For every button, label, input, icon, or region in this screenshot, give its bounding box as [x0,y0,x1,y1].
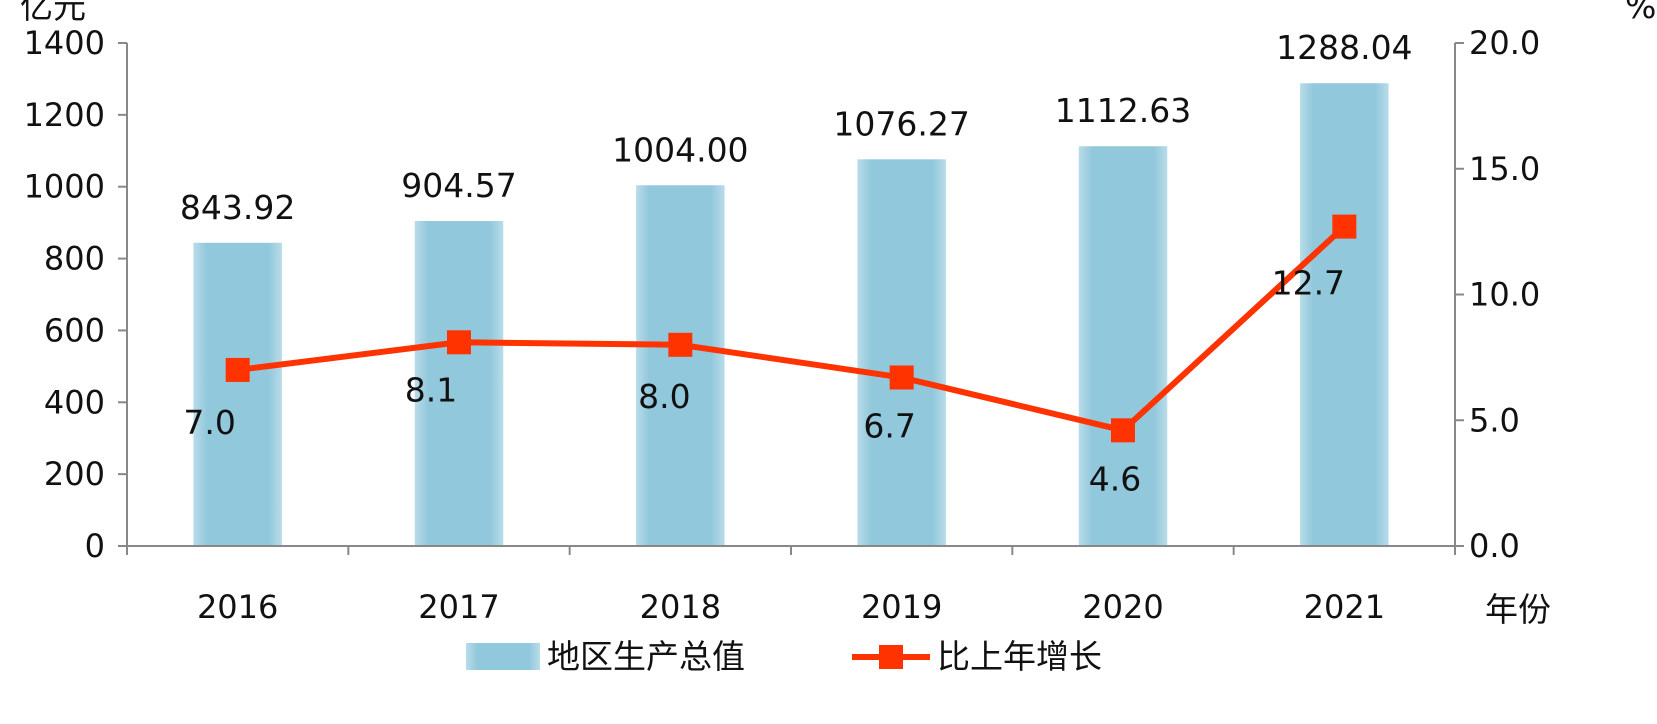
growth-point-2016 [225,357,250,382]
x-tick-label: 2018 [640,588,721,626]
growth-value-label: 4.6 [1089,459,1141,498]
bar-value-label: 904.57 [401,166,516,205]
bar-value-label: 1004.00 [612,130,748,169]
growth-point-2017 [447,330,471,355]
growth-point-2020 [1111,418,1135,443]
right-tick-label: 5.0 [1469,401,1520,439]
bar-2016 [193,242,282,546]
legend: 地区生产总值 比上年增长 [466,637,1102,676]
left-tick-label: 600 [44,311,105,349]
growth-line [237,224,1347,434]
bar-2021 [1300,83,1389,546]
left-tick-label: 1000 [24,168,105,206]
bar-2017 [414,221,504,546]
x-tick-label: 2017 [418,588,499,626]
left-tick-label: 400 [44,383,105,421]
legend-line-marker [879,645,903,669]
right-tick-label: 20.0 [1469,24,1540,62]
bar-value-label: 1076.27 [833,104,969,143]
growth-value-label: 6.7 [863,406,915,445]
bar-2019 [857,159,946,546]
growth-point-2018 [668,332,693,357]
right-tick-label: 10.0 [1469,276,1540,314]
x-tick-label: 2021 [1304,588,1385,626]
left-tick-label: 1400 [24,24,105,62]
growth-value-label: 7.0 [183,403,235,442]
right-tick-label: 15.0 [1469,150,1540,188]
bar-value-label: 843.92 [180,188,295,227]
left-tick-label: 800 [44,240,105,278]
bar-2018 [636,185,725,546]
growth-value-label: 8.1 [405,370,457,409]
x-axis-title: 年份 [1485,590,1551,629]
x-tick-label: 2020 [1082,588,1163,626]
growth-point-2021 [1332,214,1357,239]
legend-line-label: 比上年增长 [937,637,1102,676]
axes-layer: 0 200 400 600 800 1000 1200 1400 0.0 5.0 10.0 15.0 2… [24,24,1541,626]
x-tick-label: 2019 [861,588,942,626]
growth-value-label: 8.0 [638,377,690,416]
growth-value-label: 12.7 [1272,264,1345,303]
labels-layer: 843.92 904.57 1004.00 1076.27 1112.63 1288.04… [180,28,1413,498]
left-tick-label: 0 [85,527,105,565]
legend-bar-swatch [466,643,540,670]
bar-value-label: 1288.04 [1276,28,1412,67]
bar-2020 [1078,146,1168,547]
left-tick-label: 200 [44,455,105,493]
x-tick-label: 2016 [197,588,278,626]
right-tick-label: 0.0 [1469,527,1520,565]
bar-value-label: 1112.63 [1055,91,1191,130]
left-tick-label: 1200 [24,96,105,134]
right-axis-unit: % [1625,0,1656,26]
line-layer [225,214,1357,443]
growth-point-2019 [889,365,914,390]
left-axis-unit: 亿元 [20,0,86,26]
bars-layer [193,83,1389,547]
legend-bar-label: 地区生产总值 [547,637,745,676]
